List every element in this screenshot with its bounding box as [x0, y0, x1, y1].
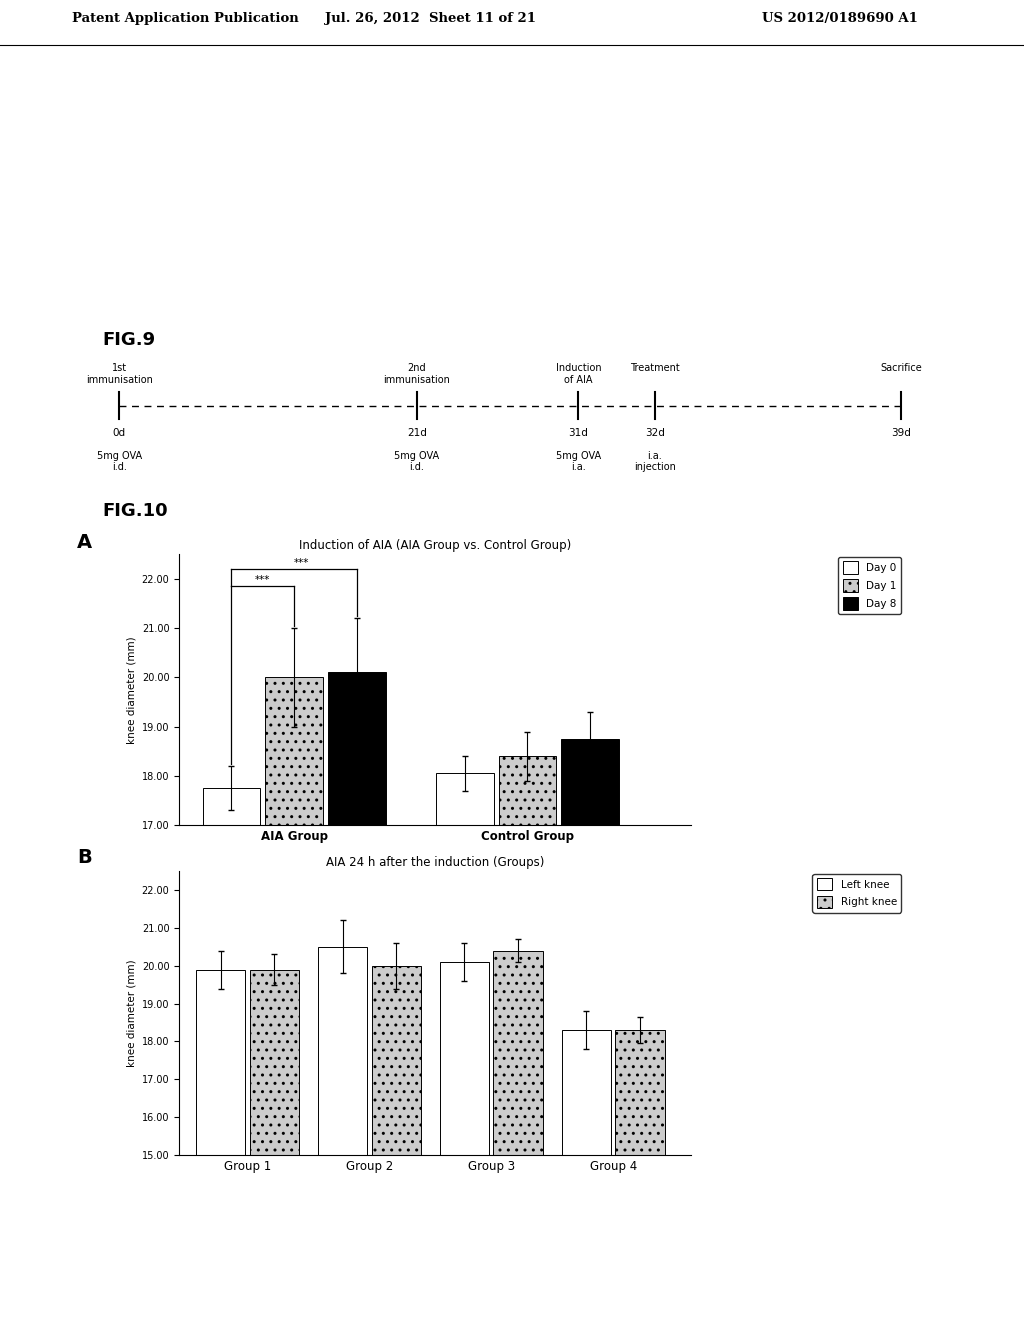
Bar: [436, 774, 494, 825]
Text: 0d: 0d: [113, 428, 126, 438]
Text: Sacrifice: Sacrifice: [881, 363, 923, 374]
Y-axis label: knee diameter (mm): knee diameter (mm): [126, 636, 136, 743]
Text: 5mg OVA
i.d.: 5mg OVA i.d.: [97, 450, 142, 473]
Bar: [615, 1030, 665, 1155]
Text: 31d: 31d: [568, 428, 589, 438]
Bar: [250, 970, 299, 1155]
Title: AIA 24 h after the induction (Groups): AIA 24 h after the induction (Groups): [326, 855, 545, 869]
Bar: [562, 1030, 611, 1155]
Text: B: B: [77, 849, 91, 867]
Text: ***: ***: [294, 557, 309, 568]
Text: i.a.
injection: i.a. injection: [634, 450, 676, 473]
Text: 1st
immunisation: 1st immunisation: [86, 363, 153, 384]
Text: 32d: 32d: [645, 428, 665, 438]
Legend: Left knee, Right knee: Left knee, Right knee: [812, 874, 901, 912]
Bar: [439, 962, 489, 1155]
Y-axis label: knee diameter (mm): knee diameter (mm): [126, 960, 136, 1067]
Text: FIG.10: FIG.10: [102, 503, 168, 520]
Legend: Day 0, Day 1, Day 8: Day 0, Day 1, Day 8: [839, 557, 901, 614]
Text: Jul. 26, 2012  Sheet 11 of 21: Jul. 26, 2012 Sheet 11 of 21: [325, 12, 536, 25]
Bar: [317, 946, 368, 1155]
Bar: [494, 950, 543, 1155]
Text: 2nd
immunisation: 2nd immunisation: [383, 363, 451, 384]
Text: 5mg OVA
i.a.: 5mg OVA i.a.: [556, 450, 601, 473]
Bar: [328, 672, 386, 825]
Bar: [203, 788, 260, 825]
Text: Induction
of AIA: Induction of AIA: [556, 363, 601, 384]
Bar: [265, 677, 323, 825]
Text: FIG.9: FIG.9: [102, 331, 156, 348]
Text: A: A: [77, 533, 92, 552]
Bar: [561, 739, 620, 825]
Text: Patent Application Publication: Patent Application Publication: [72, 12, 298, 25]
Text: 5mg OVA
i.d.: 5mg OVA i.d.: [394, 450, 439, 473]
Bar: [196, 970, 246, 1155]
Text: 21d: 21d: [407, 428, 427, 438]
Bar: [499, 756, 556, 825]
Text: 39d: 39d: [891, 428, 911, 438]
Text: Treatment: Treatment: [630, 363, 680, 374]
Title: Induction of AIA (AIA Group vs. Control Group): Induction of AIA (AIA Group vs. Control …: [299, 539, 571, 552]
Bar: [372, 966, 421, 1155]
Text: US 2012/0189690 A1: US 2012/0189690 A1: [762, 12, 918, 25]
Text: ***: ***: [255, 576, 270, 585]
